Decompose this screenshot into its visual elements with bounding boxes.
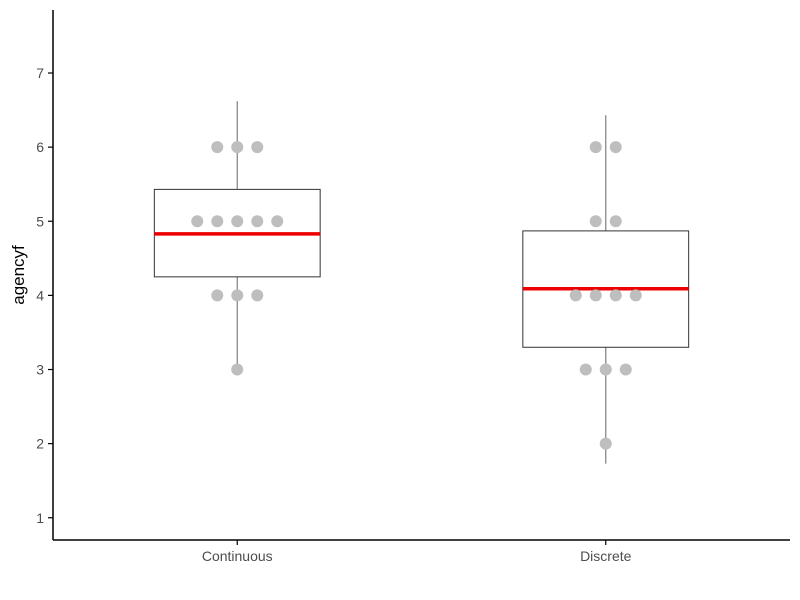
data-point-continuous [211, 289, 224, 302]
axes-layer [52, 10, 790, 541]
data-point-continuous [211, 141, 224, 154]
y-tick-label: 5 [36, 213, 44, 229]
data-point-discrete [569, 289, 582, 302]
boxes-layer [153, 101, 690, 464]
y-tick-label: 3 [36, 362, 44, 378]
x-ticks: Continuous Discrete [202, 540, 632, 564]
y-tick-label: 1 [36, 510, 44, 526]
data-point-continuous [191, 215, 204, 228]
data-point-discrete [619, 363, 632, 376]
data-point-discrete [609, 141, 622, 154]
data-point-continuous [251, 141, 264, 154]
y-tick-label: 7 [36, 65, 44, 81]
data-point-continuous [251, 289, 264, 302]
x-tick-label-continuous: Continuous [202, 548, 273, 564]
points-layer [191, 141, 642, 450]
data-point-continuous [231, 141, 244, 154]
data-point-discrete [609, 289, 622, 302]
data-point-continuous [231, 289, 244, 302]
data-point-continuous [271, 215, 284, 228]
y-tick-label: 4 [36, 287, 44, 303]
data-point-discrete [579, 363, 592, 376]
y-tick-label: 2 [36, 436, 44, 452]
data-point-continuous [251, 215, 264, 228]
data-point-continuous [231, 215, 244, 228]
data-point-discrete [599, 437, 612, 450]
y-axis-title: agencyf [9, 245, 28, 305]
data-point-discrete [589, 141, 602, 154]
data-point-continuous [211, 215, 224, 228]
data-point-discrete [589, 215, 602, 228]
y-tick-label: 6 [36, 139, 44, 155]
data-point-discrete [629, 289, 642, 302]
x-tick-label-discrete: Discrete [580, 548, 632, 564]
data-point-discrete [609, 215, 622, 228]
data-point-continuous [231, 363, 244, 376]
data-point-discrete [599, 363, 612, 376]
y-ticks: 1 2 3 4 5 6 7 [36, 65, 53, 526]
data-point-discrete [589, 289, 602, 302]
